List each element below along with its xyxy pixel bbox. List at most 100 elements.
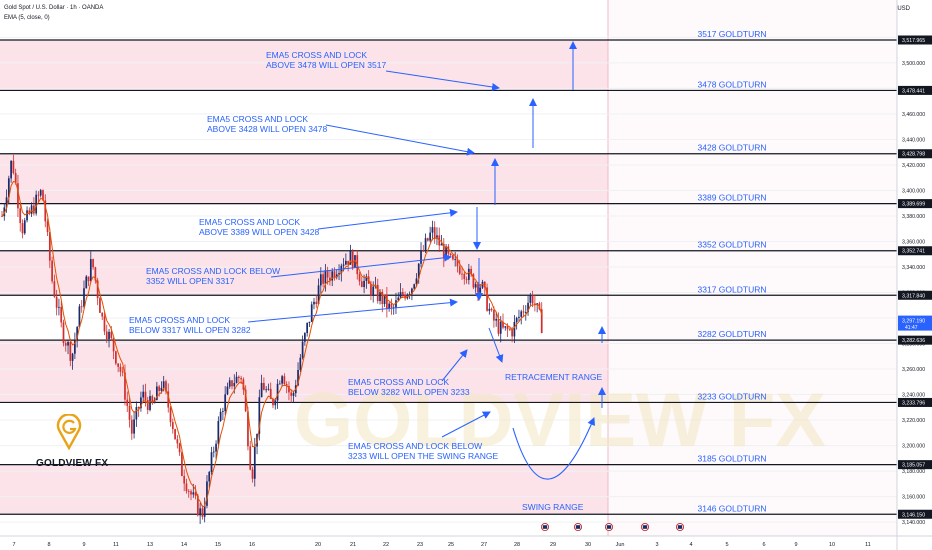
indicator-legend[interactable]: EMA (5, close, 0): [4, 15, 50, 21]
candle: [105, 331, 108, 340]
ema5-line: [1, 180, 543, 508]
level-label: 3428 GOLDTURN: [698, 143, 767, 153]
level-price-tag-text: 3,517.965: [902, 38, 925, 44]
candle: [458, 266, 461, 274]
annotation-arrow: [247, 298, 458, 323]
range-band-1: [0, 153, 608, 204]
candle: [365, 276, 368, 281]
candle: [310, 304, 313, 322]
time-tick-label: 15: [215, 542, 221, 548]
candle: [64, 343, 67, 346]
time-tick-label: 13: [147, 542, 153, 548]
level-price-tag[interactable]: [898, 460, 932, 470]
candle: [112, 338, 115, 352]
candle: [126, 399, 129, 406]
candle: [463, 273, 466, 280]
us-event-flag-icon[interactable]: [675, 522, 685, 532]
candle: [74, 340, 76, 354]
goldview-logo-icon: [56, 414, 82, 450]
level-price-tag[interactable]: [898, 397, 932, 407]
candle: [335, 274, 338, 278]
us-event-flag-icon[interactable]: [573, 522, 583, 532]
level-label: 3389 GOLDTURN: [698, 193, 767, 203]
price-tick-label: 3,180.000: [902, 469, 925, 475]
level-price-tag[interactable]: [898, 35, 932, 45]
candle: [349, 250, 352, 265]
candle: [160, 387, 163, 391]
candle: [42, 190, 44, 201]
us-event-flag-icon[interactable]: [604, 522, 614, 532]
candle: [326, 270, 329, 278]
annotation-text: EMA5 CROSS AND LOCK BELOW: [146, 266, 280, 276]
annotation-arrows: [247, 41, 606, 480]
price-tick-label: 3,360.000: [902, 239, 925, 245]
candle: [96, 280, 99, 299]
level-price-tag[interactable]: [898, 85, 932, 95]
candle: [479, 287, 482, 293]
annotation-text: SWING RANGE: [522, 502, 584, 512]
candle: [244, 389, 247, 412]
candle: [228, 380, 231, 387]
candle: [508, 329, 511, 331]
price-axis: 3,140.000 3,160.000 3,180.000 3,200.000 3,22…: [896, 0, 932, 550]
time-tick-label: 7: [12, 542, 15, 548]
candle: [474, 284, 477, 288]
candle: [276, 383, 279, 401]
level-label: 3317 GOLDTURN: [698, 284, 767, 294]
candle: [130, 419, 133, 434]
candle: [413, 284, 416, 289]
level-price-tag[interactable]: [898, 199, 932, 209]
level-price-tag[interactable]: [898, 246, 932, 256]
candle: [142, 391, 145, 398]
time-tick-label: 29: [550, 542, 556, 548]
candle: [7, 178, 10, 198]
annotation-text: EMA5 CROSS AND LOCK BELOW: [348, 441, 482, 451]
level-price-tag-text: 3,317.840: [902, 293, 925, 299]
candle: [360, 281, 363, 288]
time-tick-label: 9: [82, 542, 85, 548]
current-price-tag[interactable]: [898, 315, 932, 331]
us-event-flag-icon[interactable]: [540, 522, 550, 532]
candle: [488, 308, 491, 311]
candle: [342, 264, 345, 266]
candle: [490, 308, 493, 311]
candle: [422, 250, 425, 252]
candle: [331, 271, 334, 281]
candle: [345, 260, 347, 265]
level-price-tag[interactable]: [898, 509, 932, 519]
candle: [511, 329, 513, 337]
candle: [308, 321, 311, 323]
candle: [206, 481, 208, 506]
time-tick-label: 8: [47, 542, 50, 548]
level-price-tag[interactable]: [898, 149, 932, 159]
candle: [115, 351, 117, 364]
time-tick-label: 4: [689, 542, 692, 548]
candle: [506, 326, 509, 330]
price-tick-label: 3,220.000: [902, 418, 925, 424]
currency-label[interactable]: USD: [897, 6, 910, 12]
level-price-tag[interactable]: [898, 335, 932, 345]
candle: [313, 301, 315, 305]
level-price-tag-text: 3,185.057: [902, 463, 925, 469]
candle: [301, 341, 304, 358]
candle: [78, 306, 81, 328]
candle: [80, 306, 83, 308]
candle: [87, 276, 90, 282]
candle: [53, 281, 56, 297]
candle: [5, 197, 8, 208]
candle: [76, 327, 79, 341]
candle: [319, 274, 322, 286]
candle: [253, 446, 256, 479]
candle: [135, 407, 138, 420]
candle: [502, 321, 504, 328]
annotation-text: ABOVE 3478 WILL OPEN 3517: [266, 60, 386, 70]
candle: [278, 383, 281, 385]
candle: [449, 253, 452, 256]
candle: [408, 293, 411, 295]
us-event-flag-icon[interactable]: [640, 522, 650, 532]
candle: [222, 411, 224, 412]
candle: [322, 274, 324, 284]
level-price-tag[interactable]: [898, 290, 932, 300]
candle: [187, 491, 190, 492]
